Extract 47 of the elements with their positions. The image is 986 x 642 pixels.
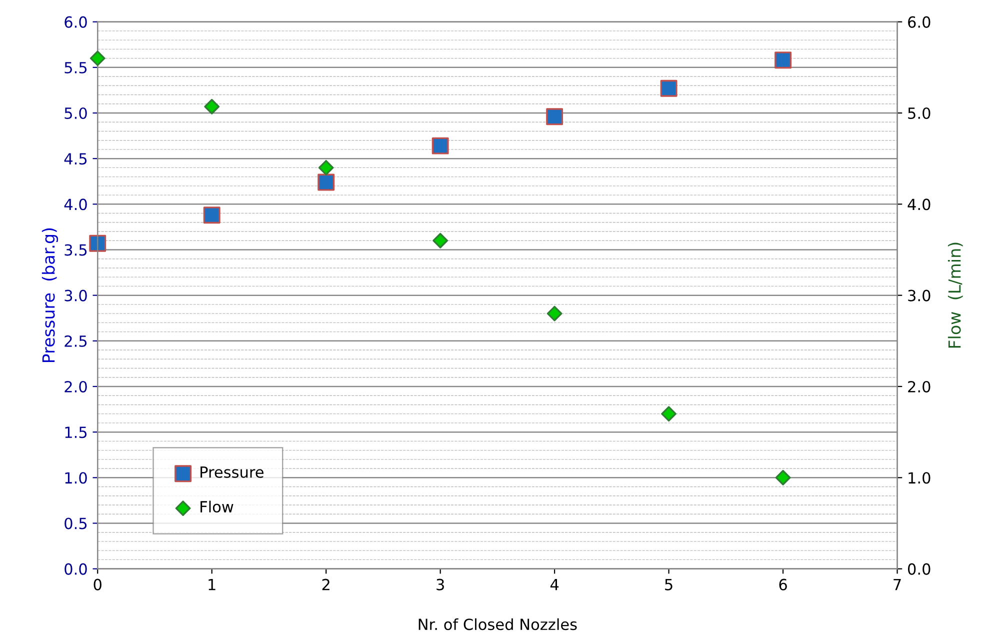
- y2-tick-label: 5.0: [908, 107, 930, 120]
- y2-tick-label: 6.0: [908, 16, 930, 28]
- x-tick-label: 5: [665, 579, 672, 590]
- x-tick-label: 1: [208, 579, 216, 590]
- y2-tick-label: 1.0: [908, 472, 930, 484]
- y-tick-label: 1.5: [65, 426, 87, 438]
- y-tick-label: 3.0: [64, 290, 87, 302]
- y-tick-label: 3.5: [64, 244, 87, 256]
- point: [432, 232, 448, 248]
- legend-label: Flow: [200, 500, 234, 513]
- x-tick-label: 0: [94, 578, 102, 590]
- y-axis-title: Pressure (bar.g): [42, 228, 58, 362]
- y2-tick-label: 3.0: [908, 290, 930, 302]
- y-tick-label: 2.0: [64, 380, 87, 393]
- point: [318, 160, 334, 176]
- y2-tick-label: 4.0: [908, 198, 930, 210]
- y-tick-label: 0.0: [64, 563, 87, 575]
- x-tick-label: 4: [550, 579, 559, 590]
- y2-axis-title: Flow (L/min): [948, 242, 963, 348]
- legend-label: Pressure: [200, 466, 264, 478]
- y-tick-label: 1.0: [65, 472, 87, 484]
- y-tick-label: 2.5: [64, 335, 87, 347]
- point: [775, 470, 791, 486]
- x-tick-label: 7: [894, 579, 901, 590]
- point: [546, 108, 564, 126]
- y-tick-label: 5.0: [64, 107, 87, 120]
- x-tick-label: 6: [779, 578, 787, 590]
- y-tick-label: 4.5: [64, 153, 87, 165]
- point: [546, 306, 562, 322]
- y-tick-label: 0.5: [64, 518, 87, 530]
- y2-tick-label: 2.0: [908, 380, 930, 393]
- y-tick-label: 6.0: [64, 16, 87, 28]
- point: [661, 406, 676, 422]
- x-tick-label: 2: [322, 578, 330, 590]
- y-tick-label: 5.5: [64, 62, 87, 74]
- x-axis-title: Nr. of Closed Nozzles: [418, 618, 577, 630]
- x-tick-label: 3: [436, 578, 444, 590]
- point: [204, 98, 220, 114]
- point: [774, 52, 792, 69]
- point: [432, 137, 449, 154]
- point: [90, 50, 106, 66]
- point: [318, 174, 335, 191]
- point: [203, 206, 220, 224]
- y-tick-label: 4.0: [64, 198, 87, 210]
- point: [89, 234, 106, 252]
- point: [660, 80, 678, 97]
- y2-tick-label: 0.0: [908, 563, 930, 575]
